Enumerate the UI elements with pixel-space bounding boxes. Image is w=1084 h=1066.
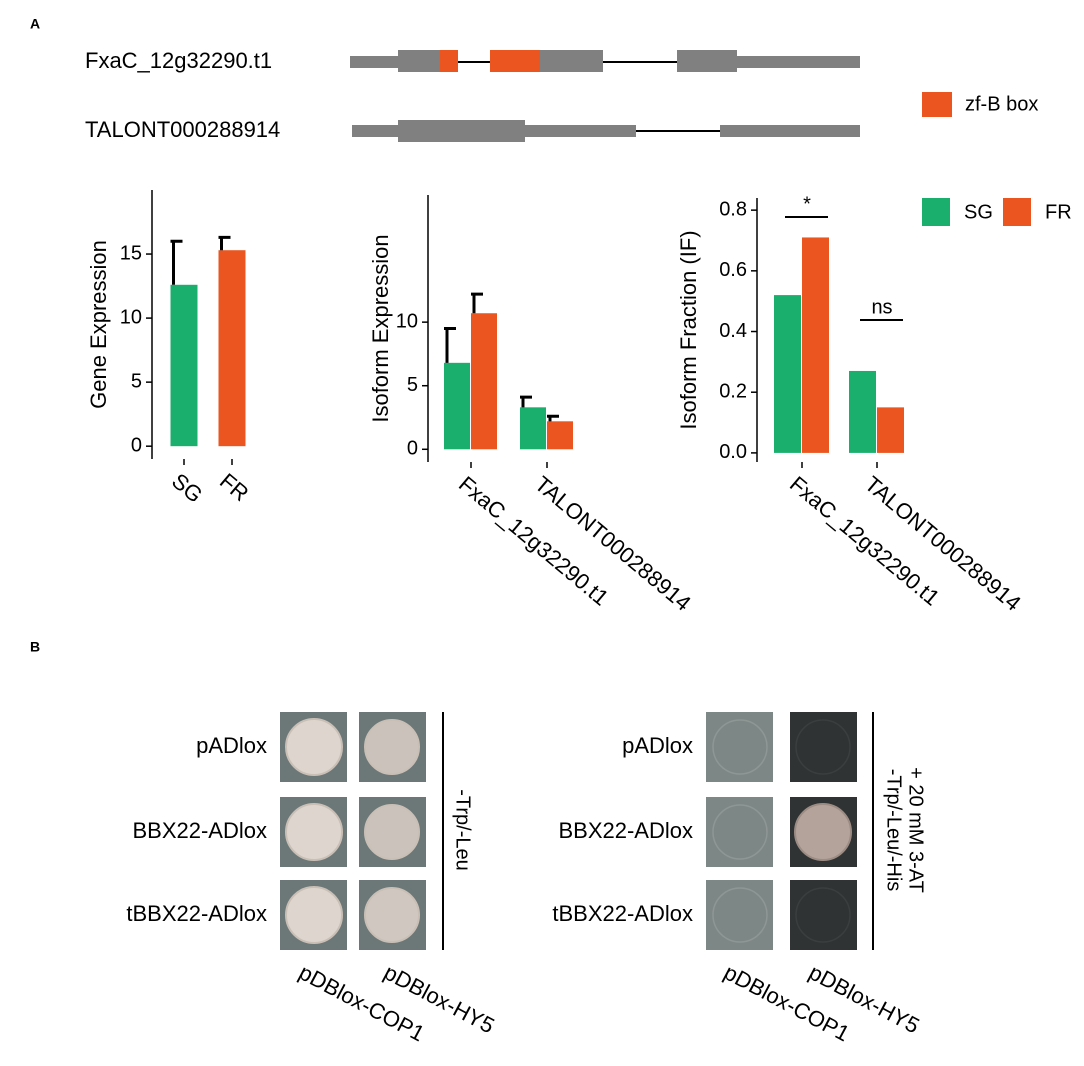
y-tick-label: 0.8 <box>719 198 747 220</box>
row-label: pADlox <box>196 733 267 758</box>
y-axis-title: Isoform Fraction (IF) <box>676 230 701 429</box>
y-tick-label: 0.6 <box>719 259 747 281</box>
condition-label: -Trp/-Leu/-His <box>883 769 905 892</box>
yeast-panel <box>280 712 874 950</box>
bar <box>218 250 246 447</box>
bar <box>170 284 198 447</box>
legend-swatch <box>922 92 952 117</box>
legend-swatch <box>922 198 950 226</box>
legend-swatch <box>1003 198 1031 226</box>
error-bar <box>218 235 231 251</box>
y-tick-label: 5 <box>407 374 418 396</box>
bar <box>471 313 497 450</box>
y-axis-title: Isoform Expression <box>368 234 393 422</box>
row-label: tBBX22-ADlox <box>552 901 693 926</box>
y-tick-label: 0.4 <box>719 320 747 342</box>
y-tick-label: 10 <box>120 306 142 328</box>
error-bar <box>547 414 559 422</box>
legend-label: FR <box>1045 201 1072 223</box>
condition-label: + 20 mM 3-AT <box>905 767 927 893</box>
bar <box>444 362 470 450</box>
y-tick-label: 0 <box>407 438 418 460</box>
gene-structure: FxaC_12g32290.t1 <box>85 48 860 73</box>
x-tick-label: SG <box>167 468 207 508</box>
y-tick-label: 0.2 <box>719 380 747 402</box>
row-label: tBBX22-ADlox <box>126 901 267 926</box>
panel-label: A <box>30 16 40 32</box>
y-tick-label: 15 <box>120 242 142 264</box>
error-bar <box>444 327 456 363</box>
bar <box>547 421 573 450</box>
panel-label: B <box>30 639 40 655</box>
bar <box>877 407 904 453</box>
transcript-label: TALONT000288914 <box>85 117 280 142</box>
bar <box>774 295 801 453</box>
bar <box>802 237 829 453</box>
legend-label: SG <box>964 201 993 223</box>
row-label: BBX22-ADlox <box>558 818 693 843</box>
row-label: BBX22-ADlox <box>132 818 267 843</box>
y-tick-label: 0 <box>131 434 142 456</box>
bar <box>849 370 876 453</box>
condition-label: -Trp/-Leu <box>452 789 474 871</box>
error-bar <box>471 292 483 314</box>
y-tick-label: 5 <box>131 370 142 392</box>
error-bar <box>170 239 183 285</box>
significance-label: ns <box>871 296 892 318</box>
y-tick-label: 10 <box>396 310 418 332</box>
transcript-label: FxaC_12g32290.t1 <box>85 48 272 73</box>
y-axis-title: Gene Expression <box>86 240 111 409</box>
gene-structure: TALONT000288914 <box>85 117 860 142</box>
y-tick-label: 0.0 <box>719 441 747 463</box>
significance-label: * <box>803 193 811 215</box>
x-tick-label: FR <box>215 468 254 506</box>
row-label: pADlox <box>622 733 693 758</box>
error-bar <box>520 395 532 408</box>
legend-label: zf-B box <box>965 93 1038 115</box>
bar <box>520 407 546 450</box>
